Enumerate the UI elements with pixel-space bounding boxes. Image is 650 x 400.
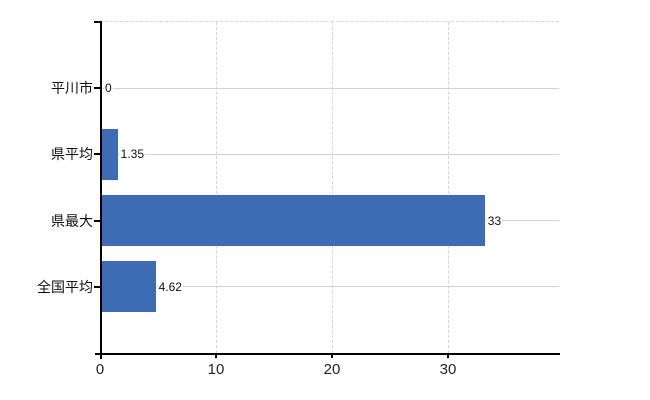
vertical-gridline bbox=[448, 22, 449, 353]
category-tick bbox=[94, 153, 100, 156]
bar[interactable] bbox=[102, 261, 156, 313]
category-tick bbox=[94, 285, 100, 288]
bar[interactable] bbox=[102, 195, 485, 247]
y-axis bbox=[100, 21, 102, 359]
value-label: 0 bbox=[104, 80, 113, 97]
x-tick-label: 0 bbox=[95, 361, 105, 378]
horizontal-gridline bbox=[100, 286, 559, 288]
x-axis-tick bbox=[215, 353, 217, 358]
x-tick-label: 30 bbox=[439, 361, 457, 378]
category-label: 全国平均 bbox=[37, 278, 93, 295]
category-tick bbox=[94, 87, 100, 90]
horizontal-gridline bbox=[100, 87, 559, 89]
value-label: 4.62 bbox=[157, 278, 183, 295]
category-label: 県最大 bbox=[51, 212, 93, 229]
category-label: 県平均 bbox=[51, 146, 93, 163]
value-label: 33 bbox=[486, 212, 503, 229]
bar[interactable] bbox=[102, 128, 118, 180]
x-axis bbox=[95, 353, 560, 355]
value-label: 1.35 bbox=[119, 146, 146, 163]
x-axis-tick bbox=[447, 353, 449, 358]
horizontal-gridline bbox=[100, 153, 559, 155]
x-tick-label: 20 bbox=[323, 361, 341, 378]
plot-top-border bbox=[100, 21, 559, 22]
category-tick bbox=[94, 219, 100, 222]
category-label: 平川市 bbox=[51, 80, 93, 97]
x-axis-tick bbox=[331, 353, 333, 358]
vertical-gridline bbox=[216, 22, 217, 353]
y-axis-end-tick bbox=[94, 21, 100, 23]
x-tick-label: 10 bbox=[207, 361, 225, 378]
vertical-gridline bbox=[332, 22, 333, 353]
